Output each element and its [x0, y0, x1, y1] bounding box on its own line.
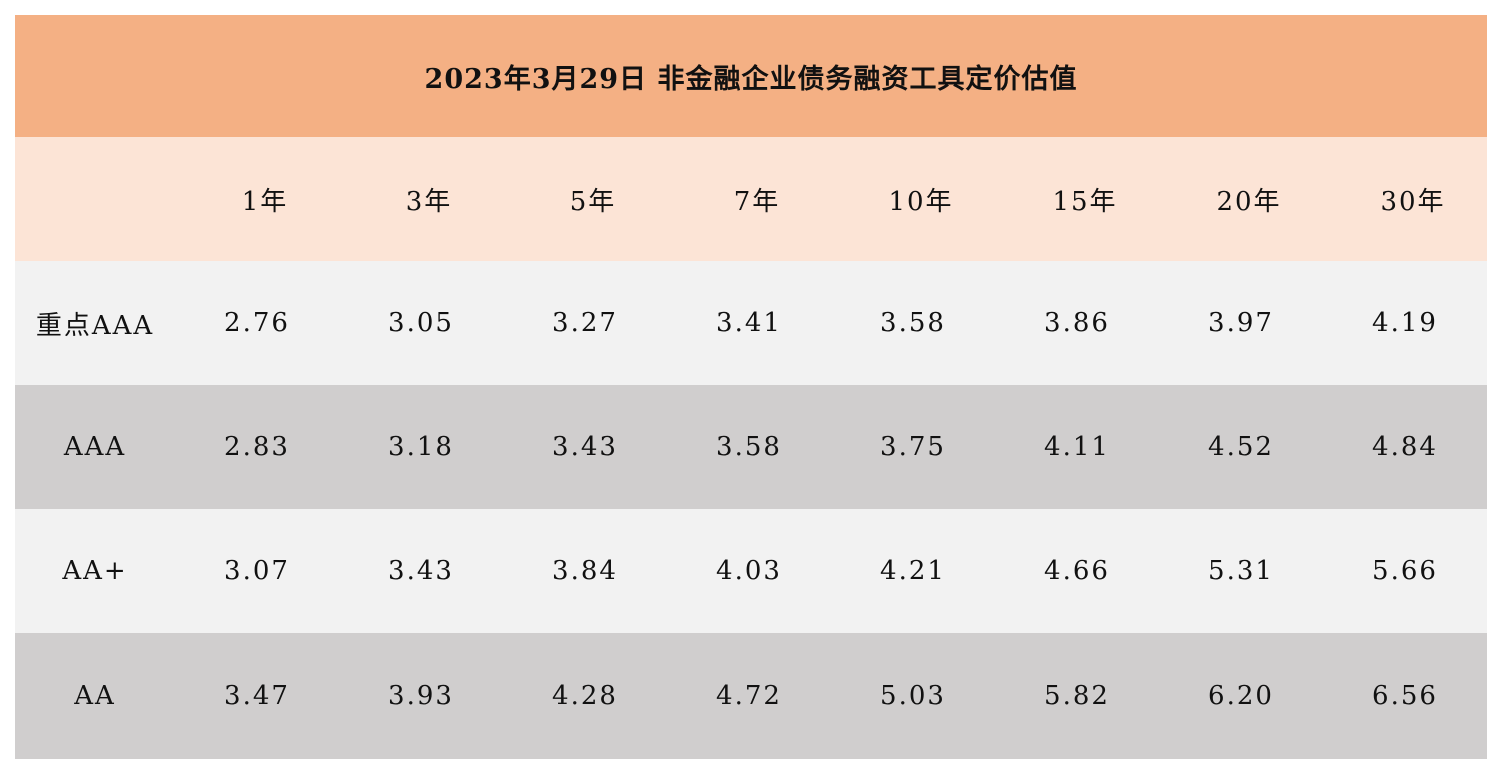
table-cell: 3.07: [224, 556, 290, 586]
table-cell: 3.43: [552, 432, 618, 462]
table-cell: 3.58: [880, 308, 946, 338]
header-cell-15y: 15年: [1052, 186, 1118, 217]
table-cell: 4.84: [1372, 432, 1438, 462]
table-cell: 3.47: [224, 681, 290, 711]
table-cell: 6.56: [1372, 681, 1438, 711]
row-label: 重点AAA: [35, 310, 155, 341]
table-row: AA+ 3.07 3.43 3.84 4.03 4.21 4.66 5.31 5…: [15, 509, 1487, 633]
header-cell-7y: 7年: [733, 186, 781, 217]
table-cell: 4.28: [552, 681, 618, 711]
table-cell: 4.66: [1044, 556, 1110, 586]
table-row: AAA 2.83 3.18 3.43 3.58 3.75 4.11 4.52 4…: [15, 385, 1487, 509]
table-cell: 3.97: [1208, 308, 1274, 338]
header-cell-5y: 5年: [569, 186, 617, 217]
header-cell-20y: 20年: [1216, 186, 1282, 217]
table-cell: 3.86: [1044, 308, 1110, 338]
table-cell: 3.43: [388, 556, 454, 586]
header-cell-30y: 30年: [1380, 186, 1446, 217]
row-label: AA: [74, 681, 116, 711]
table-cell: 3.75: [880, 432, 946, 462]
table-cell: 3.41: [716, 308, 782, 338]
table-cell: 2.83: [224, 432, 290, 462]
table-cell: 5.31: [1208, 556, 1274, 586]
valuation-table: 2023年3月29日 非金融企业债务融资工具定价估值 1年 3年 5年 7年 1…: [15, 15, 1487, 759]
table-cell: 5.66: [1372, 556, 1438, 586]
table-cell: 3.18: [388, 432, 454, 462]
table-cell: 3.58: [716, 432, 782, 462]
table-cell: 3.27: [552, 308, 618, 338]
table-cell: 4.11: [1044, 432, 1110, 462]
table-cell: 4.03: [716, 556, 782, 586]
table-title: 2023年3月29日 非金融企业债务融资工具定价估值: [15, 15, 1487, 137]
table-row: 重点AAA 2.76 3.05 3.27 3.41 3.58 3.86 3.97…: [15, 261, 1487, 385]
table-cell: 5.82: [1044, 681, 1110, 711]
table-cell: 6.20: [1208, 681, 1274, 711]
table-cell: 2.76: [224, 308, 290, 338]
table-header-row: 1年 3年 5年 7年 10年 15年 20年 30年: [15, 137, 1487, 261]
table-row: AA 3.47 3.93 4.28 4.72 5.03 5.82 6.20 6.…: [15, 633, 1487, 759]
header-cell-3y: 3年: [405, 186, 453, 217]
header-cell-10y: 10年: [888, 186, 954, 217]
row-label: AAA: [63, 432, 127, 462]
table-cell: 3.84: [552, 556, 618, 586]
table-cell: 4.19: [1372, 308, 1438, 338]
table-cell: 4.21: [880, 556, 946, 586]
header-cell-1y: 1年: [241, 186, 289, 217]
table-cell: 4.72: [716, 681, 782, 711]
table-cell: 4.52: [1208, 432, 1274, 462]
table-cell: 3.05: [388, 308, 454, 338]
row-label: AA+: [62, 556, 128, 586]
table-cell: 5.03: [880, 681, 946, 711]
header-cell-empty: [15, 137, 175, 261]
table-cell: 3.93: [388, 681, 454, 711]
